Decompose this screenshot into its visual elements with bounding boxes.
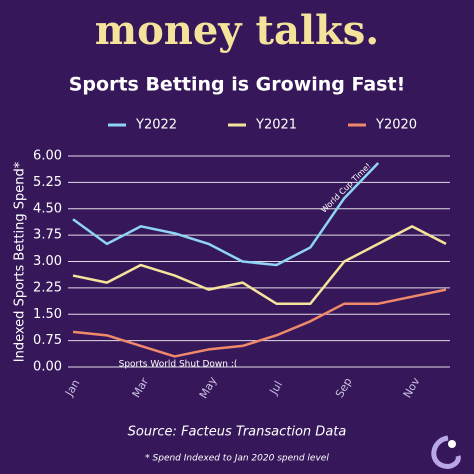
y-tick-label: 0.75 bbox=[33, 333, 62, 348]
y-axis-label: Indexed Sports Betting Spend* bbox=[13, 161, 28, 362]
logo-dot bbox=[448, 440, 456, 448]
legend-label: Y2020 bbox=[375, 118, 417, 133]
logo bbox=[431, 435, 461, 469]
legend-label: Y2022 bbox=[135, 118, 177, 133]
y-tick-label: 4.50 bbox=[33, 201, 62, 216]
legend-label: Y2021 bbox=[255, 118, 297, 133]
footnote: * Spend Indexed to Jan 2020 spend level bbox=[145, 454, 329, 464]
logo-arc bbox=[431, 435, 461, 469]
series-line bbox=[72, 162, 380, 267]
y-tick-label: 1.50 bbox=[33, 307, 62, 322]
y-tick-label: 5.25 bbox=[33, 175, 62, 190]
series-line bbox=[72, 288, 447, 358]
series-line bbox=[72, 225, 447, 305]
source: Source: Facteus Transaction Data bbox=[128, 425, 347, 440]
y-tick-label: 2.25 bbox=[33, 280, 62, 295]
y-tick-label: 0.00 bbox=[33, 360, 62, 375]
chart-title: Sports Betting is Growing Fast! bbox=[69, 74, 406, 96]
annotation: Sports World Shut Down :( bbox=[119, 360, 238, 370]
y-tick-label: 3.00 bbox=[33, 254, 62, 269]
y-tick-label: 3.75 bbox=[33, 228, 62, 243]
y-tick-label: 6.00 bbox=[33, 149, 62, 164]
header: money talks. bbox=[95, 7, 379, 54]
x-tick-label: Jul bbox=[267, 379, 285, 398]
